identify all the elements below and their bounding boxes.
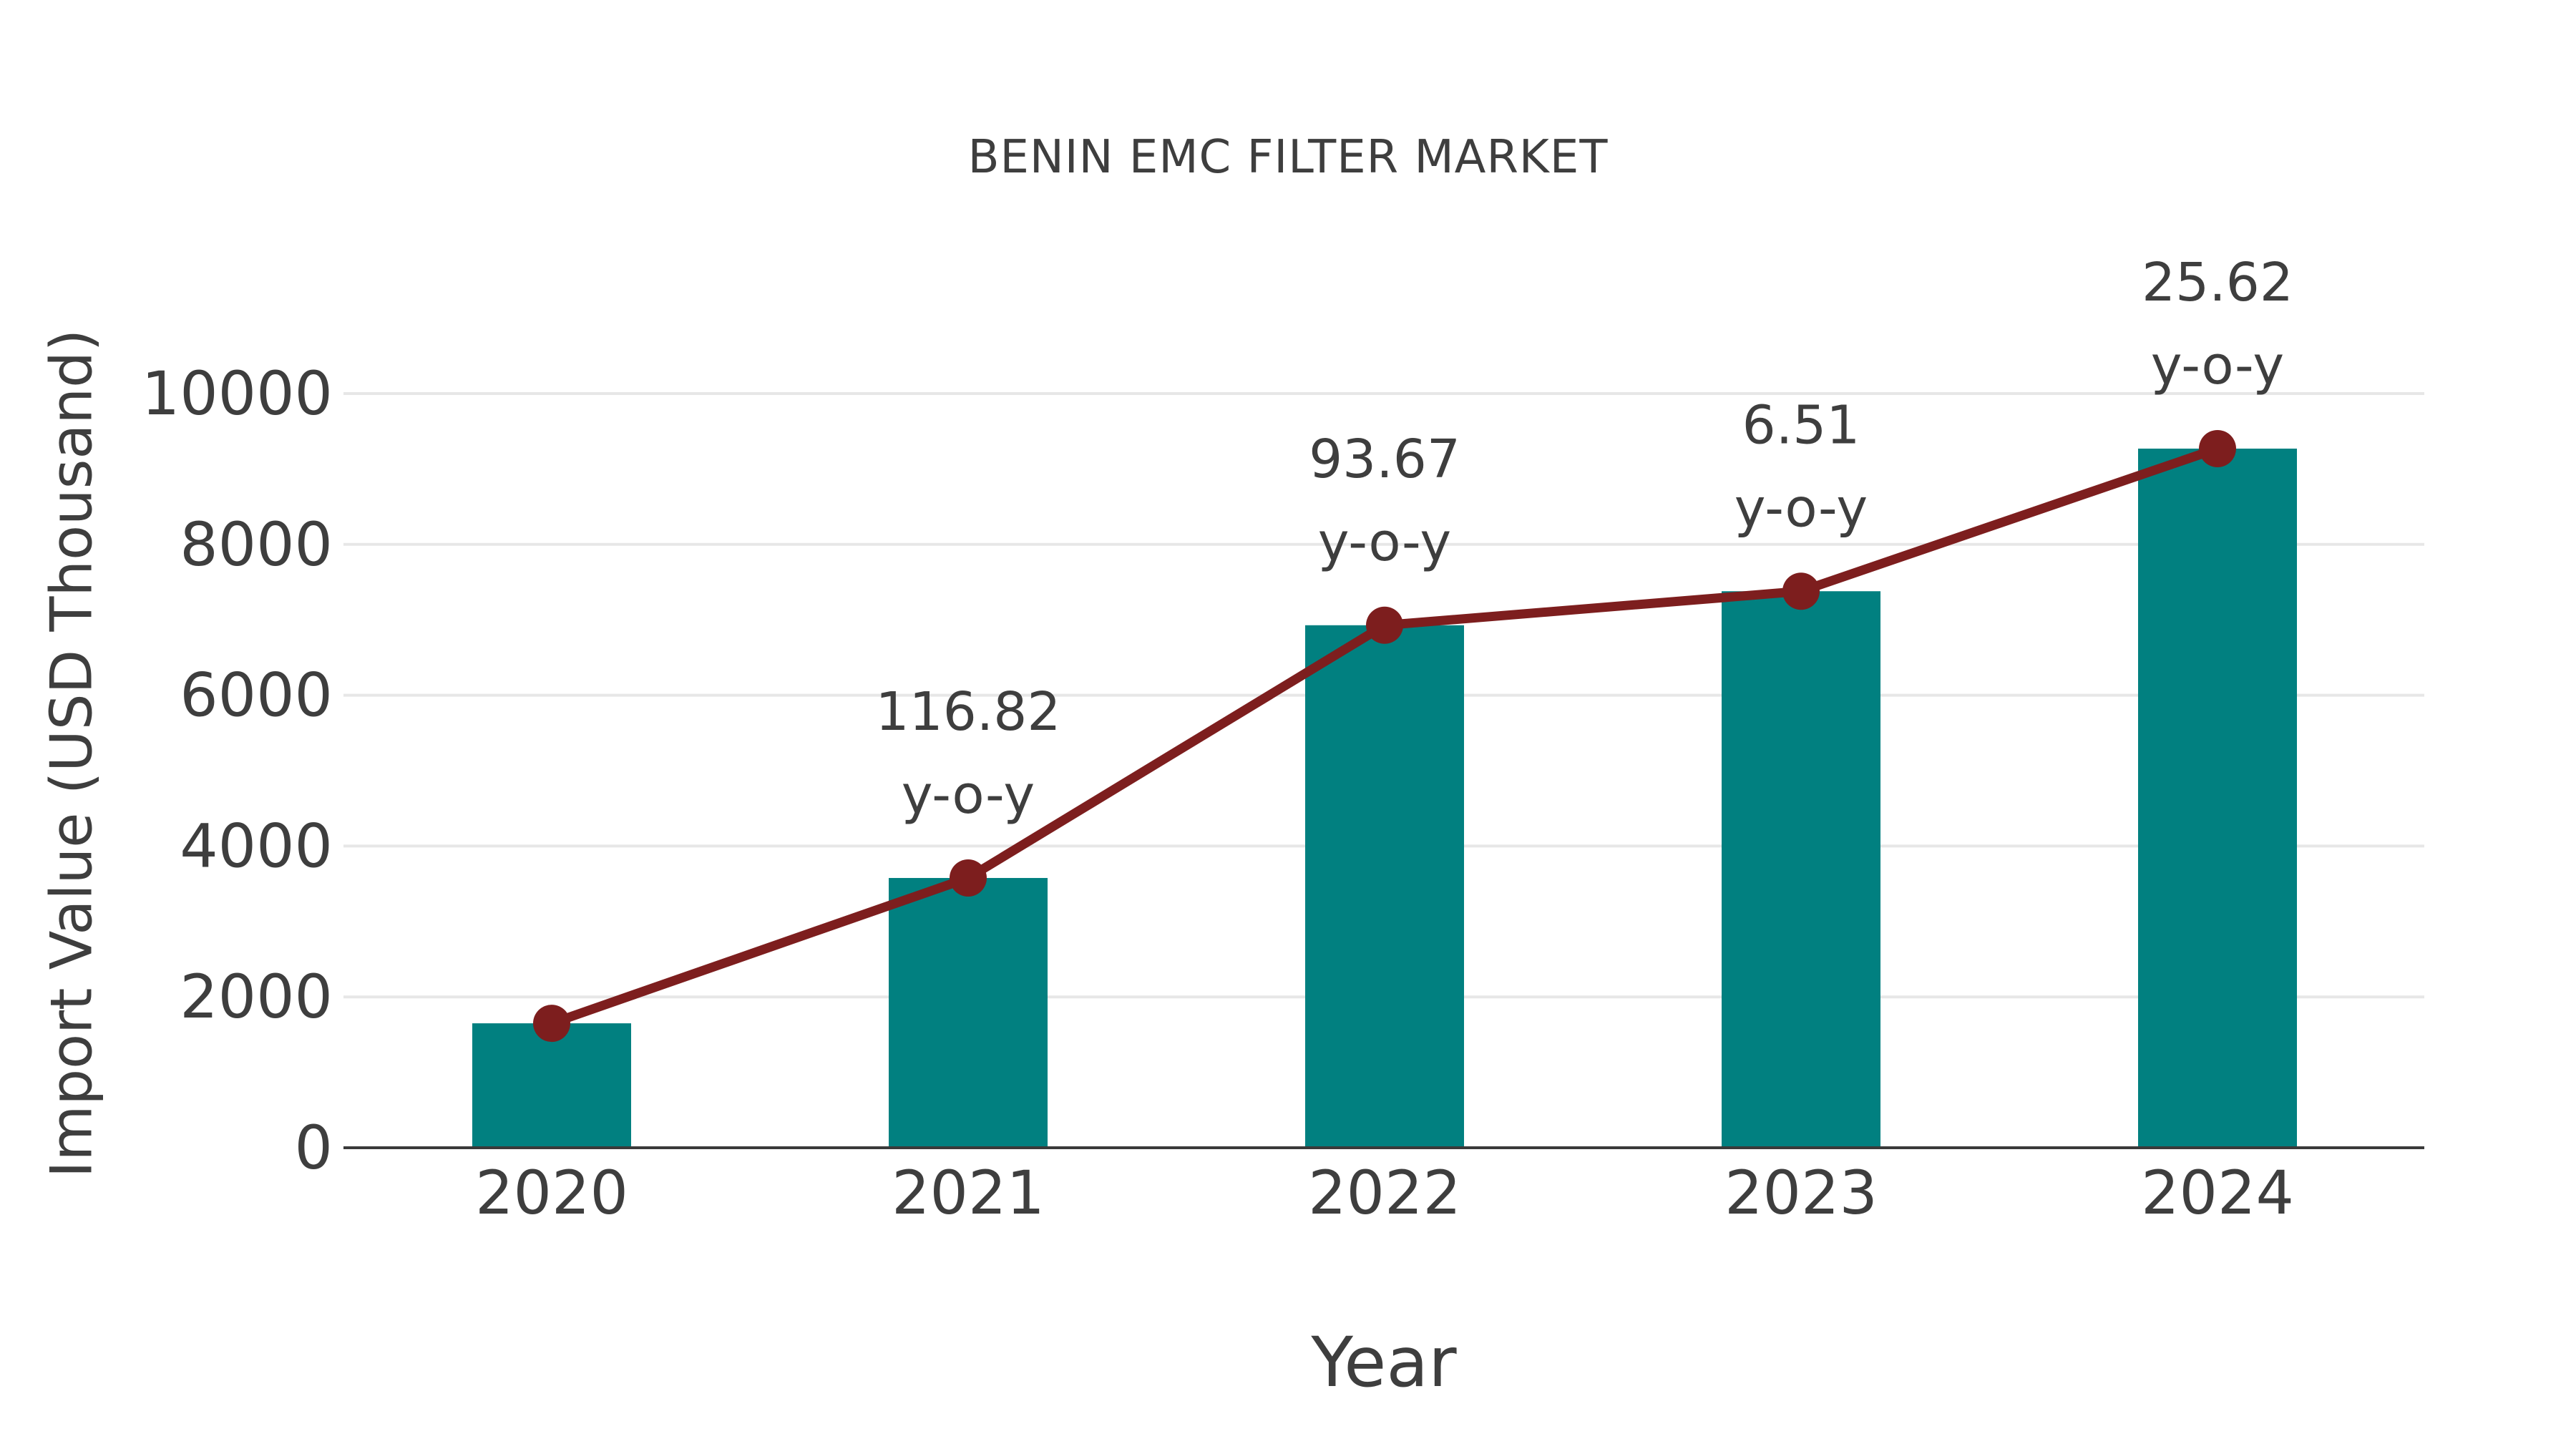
annotation-suffix-2021: y-o-y	[902, 764, 1035, 826]
annotation-value-2022: 93.67	[1309, 429, 1460, 490]
bar-2021	[889, 877, 1048, 1148]
y-tick-label-10000: 10000	[142, 358, 333, 429]
annotation-value-2023: 6.51	[1742, 394, 1860, 456]
x-axis-title: Year	[1311, 1322, 1457, 1402]
y-tick-label-4000: 4000	[180, 811, 333, 881]
trend-marker-2020	[533, 1005, 570, 1043]
y-tick-label-0: 0	[295, 1113, 333, 1183]
x-tick-label-2022: 2022	[1308, 1158, 1461, 1228]
x-tick-label-2020: 2020	[475, 1158, 628, 1228]
y-tick-label-8000: 8000	[180, 509, 333, 580]
trend-marker-2023	[1782, 572, 1820, 610]
annotation-suffix-2022: y-o-y	[1318, 512, 1451, 573]
annotation-suffix-2024: y-o-y	[2151, 335, 2284, 396]
bar-2024	[2138, 448, 2297, 1148]
trend-marker-2022	[1366, 606, 1403, 644]
bar-2023	[1722, 591, 1880, 1148]
trend-marker-2024	[2199, 429, 2236, 467]
annotation-suffix-2023: y-o-y	[1735, 477, 1868, 539]
annotation-value-2021: 116.82	[876, 681, 1061, 743]
annotation-value-2024: 25.62	[2142, 252, 2293, 313]
y-tick-label-6000: 6000	[180, 660, 333, 731]
y-tick-label-2000: 2000	[180, 962, 333, 1032]
x-tick-label-2024: 2024	[2141, 1158, 2294, 1228]
chart-title: BENIN EMC FILTER MARKET	[967, 131, 1609, 184]
x-tick-label-2021: 2021	[892, 1158, 1045, 1228]
bar-2020	[472, 1023, 631, 1148]
x-tick-label-2023: 2023	[1724, 1158, 1878, 1228]
trend-marker-2021	[950, 859, 987, 897]
bar-2022	[1305, 625, 1464, 1148]
